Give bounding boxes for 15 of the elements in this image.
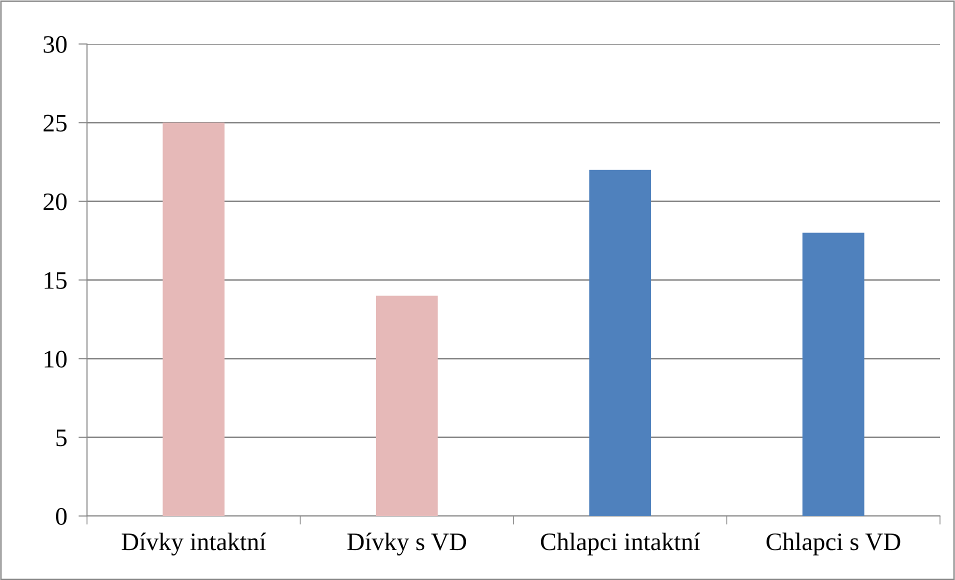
x-tick-label: Chlapci intaktní xyxy=(540,532,700,556)
y-tick-label: 20 xyxy=(44,193,67,210)
y-tick-label: 10 xyxy=(44,350,67,368)
x-tick-label: Dívky intaktní xyxy=(122,532,266,556)
y-tick-label: 25 xyxy=(44,114,67,132)
bar xyxy=(802,232,864,516)
bar xyxy=(162,122,225,516)
y-tick-label: 5 xyxy=(56,430,67,446)
y-tick-label: 15 xyxy=(44,272,67,289)
y-tick-label: 0 xyxy=(56,508,67,525)
bar xyxy=(589,170,652,516)
y-tick-label: 30 xyxy=(44,36,67,53)
bar xyxy=(376,296,438,516)
x-tick-label: Chlapci s VD xyxy=(766,532,900,556)
x-tick-label: Dívky s VD xyxy=(347,532,466,556)
